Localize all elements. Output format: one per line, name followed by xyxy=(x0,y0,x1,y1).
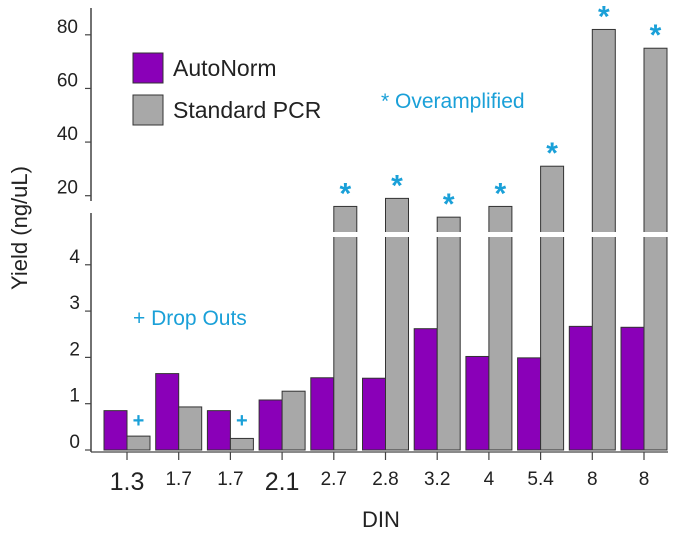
axis-break-gap xyxy=(539,232,565,237)
legend-swatch-standard-pcr xyxy=(132,94,164,126)
overamplified-marker: * xyxy=(495,177,507,210)
bar-autonorm xyxy=(103,410,128,451)
x-tick-label: 3.2 xyxy=(424,469,450,490)
axis-break-gap xyxy=(643,232,668,237)
bar-standard-pcr xyxy=(281,390,306,451)
y-tick-label: 20 xyxy=(57,178,78,199)
legend: AutoNorm Standard PCR xyxy=(132,52,321,126)
bar-standard-pcr xyxy=(126,435,151,451)
x-tick-label: 8 xyxy=(587,469,598,490)
bar-autonorm xyxy=(206,410,231,451)
bar-autonorm xyxy=(155,373,180,451)
x-tick-label: 5.4 xyxy=(527,469,554,490)
overamplified-marker: * xyxy=(546,137,558,170)
x-tick-label: 2.7 xyxy=(321,469,347,490)
axis-break-gap xyxy=(332,232,358,237)
legend-label-standard-pcr: Standard PCR xyxy=(173,97,321,123)
overamplified-marker: * xyxy=(598,0,610,33)
axis-break-gap xyxy=(487,232,513,237)
bar-autonorm xyxy=(310,377,335,451)
bar-standard-pcr xyxy=(643,47,668,451)
x-tick-label: 1.7 xyxy=(217,469,243,490)
bar-autonorm xyxy=(517,357,542,451)
dropout-marker: + xyxy=(133,410,145,432)
bar-autonorm xyxy=(620,326,645,451)
x-tick-label: 1.7 xyxy=(165,469,191,490)
bar-standard-pcr xyxy=(540,165,565,451)
bar-standard-pcr xyxy=(385,197,409,451)
y-tick-label: 1 xyxy=(69,386,80,407)
x-tick-label: 8 xyxy=(639,469,650,490)
bar-standard-pcr xyxy=(333,205,358,451)
overamplified-marker: * xyxy=(443,188,455,221)
y-axis-title: Yield (ng/uL) xyxy=(7,166,32,290)
y-tick-label: 40 xyxy=(57,124,78,145)
bar-autonorm xyxy=(413,328,438,451)
bar-autonorm xyxy=(568,325,593,451)
y-tick-label: 80 xyxy=(57,17,78,38)
dropouts-note: + Drop Outs xyxy=(133,307,247,330)
dropout-marker: + xyxy=(236,410,248,432)
axis-break-gap xyxy=(436,232,462,237)
bar-autonorm xyxy=(465,355,490,451)
axis-break-gap xyxy=(591,232,617,237)
y-tick-label: 60 xyxy=(57,70,78,91)
bar-standard-pcr xyxy=(488,205,513,451)
x-tick-label: 2.8 xyxy=(372,469,398,490)
bar-autonorm xyxy=(362,377,386,451)
y-tick-label: 2 xyxy=(69,339,80,360)
bar-autonorm xyxy=(258,399,283,451)
x-tick-label: 4 xyxy=(484,469,495,490)
x-tick-label: 1.3 xyxy=(110,468,145,496)
legend-label-autonorm: AutoNorm xyxy=(173,55,277,81)
axis-break-gap xyxy=(384,232,410,237)
x-axis-title: DIN xyxy=(362,507,400,532)
bar-standard-pcr xyxy=(178,406,203,451)
bar-standard-pcr xyxy=(591,28,616,451)
legend-swatch-autonorm xyxy=(132,52,164,84)
y-tick-label: 4 xyxy=(69,247,80,268)
y-tick-label: 0 xyxy=(69,432,80,453)
bar-standard-pcr xyxy=(436,216,461,451)
overamplified-marker: * xyxy=(650,19,662,52)
overamplified-note: * Overamplified xyxy=(381,90,525,113)
overamplified-marker: * xyxy=(339,177,351,210)
y-tick-label: 3 xyxy=(69,293,80,314)
overamplified-marker: * xyxy=(391,169,403,202)
bar-standard-pcr xyxy=(229,437,254,451)
x-tick-label: 2.1 xyxy=(265,468,300,496)
